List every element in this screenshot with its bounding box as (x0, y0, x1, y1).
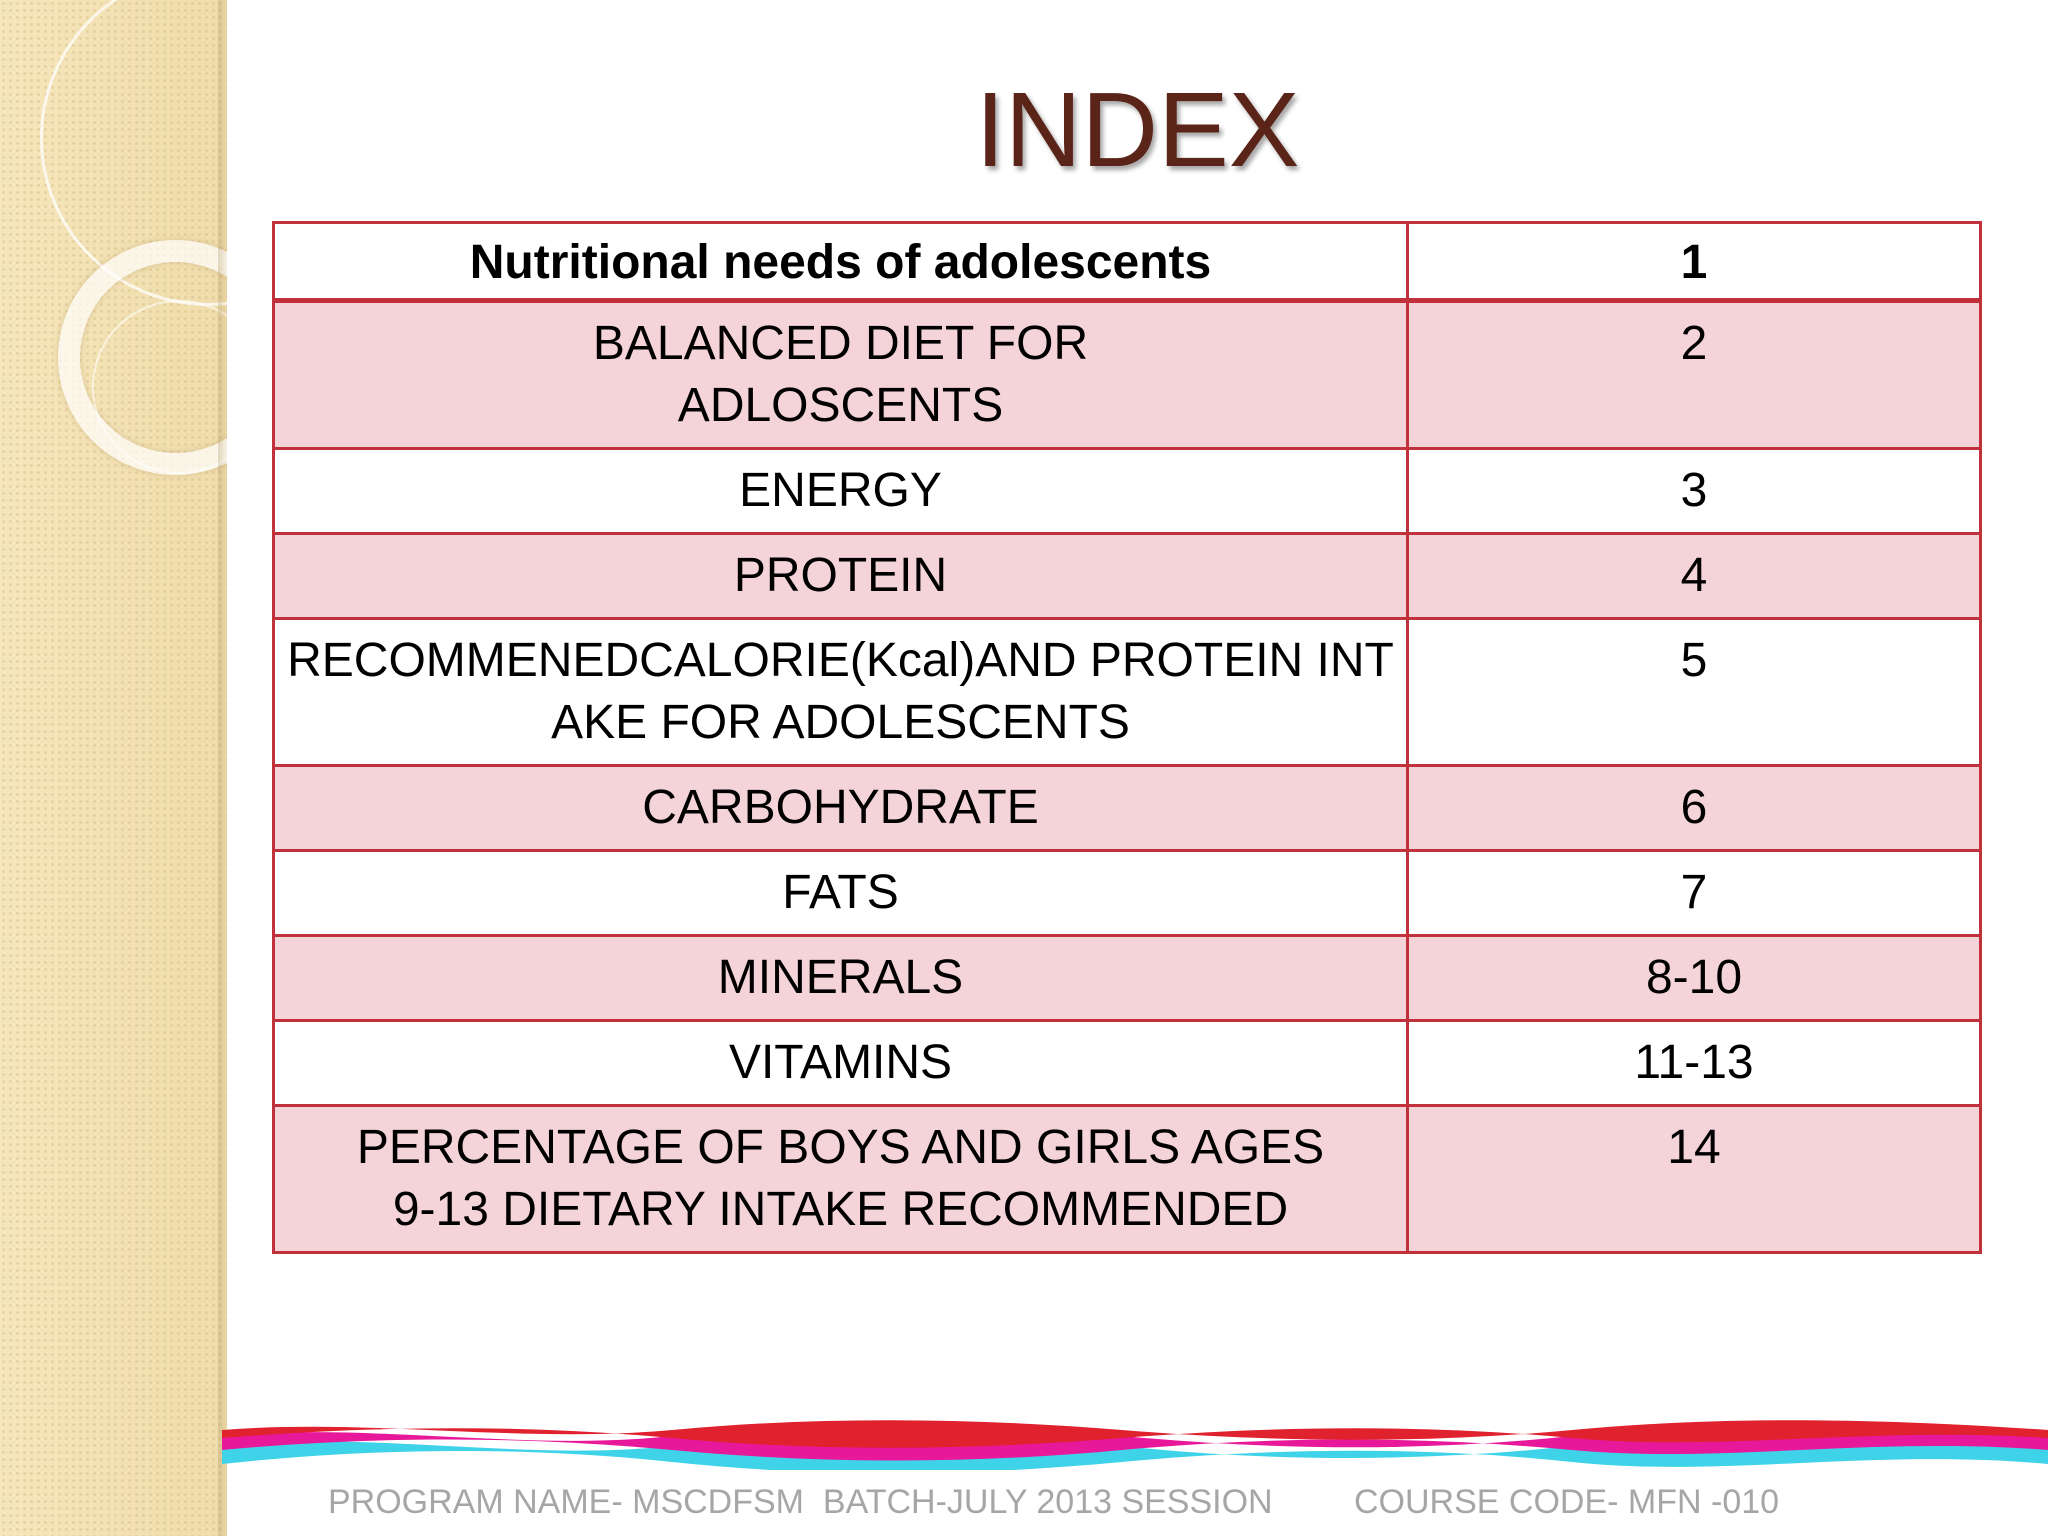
topic-cell: VITAMINS (272, 1019, 1409, 1107)
topic-cell: Nutritional needs of adolescents (272, 221, 1409, 303)
topic-cell: PERCENTAGE OF BOYS AND GIRLS AGES 9-13 D… (272, 1104, 1409, 1254)
slide-title: INDEX (975, 71, 1300, 189)
slide-footer: PROGRAM NAME- MSCDFSM BATCH-JULY 2013 SE… (328, 1483, 2028, 1522)
table-row: PERCENTAGE OF BOYS AND GIRLS AGES 9-13 D… (272, 1104, 1982, 1254)
topic-cell: RECOMMENEDCALORIE(Kcal)AND PROTEIN INTAK… (272, 617, 1409, 767)
wave-red (222, 1420, 2048, 1448)
page-cell: 2 (1406, 299, 1982, 450)
page-cell: 6 (1406, 764, 1982, 852)
topic-cell: PROTEIN (272, 532, 1409, 620)
topic-cell: BALANCED DIET FOR ADLOSCENTS (272, 299, 1409, 450)
table-row: MINERALS 8-10 (272, 934, 1982, 1022)
index-table: Nutritional needs of adolescents 1 BALAN… (272, 221, 1982, 1254)
decorative-sidebar (0, 0, 227, 1536)
topic-cell: MINERALS (272, 934, 1409, 1022)
topic-cell: FATS (272, 849, 1409, 937)
decorative-wave-band (222, 1420, 2048, 1470)
table-row: RECOMMENEDCALORIE(Kcal)AND PROTEIN INTAK… (272, 617, 1982, 767)
page-cell: 14 (1406, 1104, 1982, 1254)
page-cell: 7 (1406, 849, 1982, 937)
page-cell: 1 (1406, 221, 1982, 303)
page-cell: 4 (1406, 532, 1982, 620)
table-row: CARBOHYDRATE 6 (272, 764, 1982, 852)
topic-cell: ENERGY (272, 447, 1409, 535)
page-cell: 11-13 (1406, 1019, 1982, 1107)
wave-magenta (222, 1424, 2048, 1461)
page-cell: 3 (1406, 447, 1982, 535)
topic-cell: CARBOHYDRATE (272, 764, 1409, 852)
footer-program: PROGRAM NAME- MSCDFSM BATCH-JULY 2013 SE… (328, 1483, 1273, 1521)
sidebar-shadow (218, 0, 228, 1536)
table-row: FATS 7 (272, 849, 1982, 937)
table-row: PROTEIN 4 (272, 532, 1982, 620)
table-row: Nutritional needs of adolescents 1 (272, 221, 1982, 303)
page-cell: 5 (1406, 617, 1982, 767)
table-row: ENERGY 3 (272, 447, 1982, 535)
table-row: BALANCED DIET FOR ADLOSCENTS 2 (272, 299, 1982, 450)
footer-course-code: COURSE CODE- MFN -010 (1354, 1483, 1780, 1521)
page-cell: 8-10 (1406, 934, 1982, 1022)
table-row: VITAMINS 11-13 (272, 1019, 1982, 1107)
wave-cyan (222, 1434, 2048, 1470)
